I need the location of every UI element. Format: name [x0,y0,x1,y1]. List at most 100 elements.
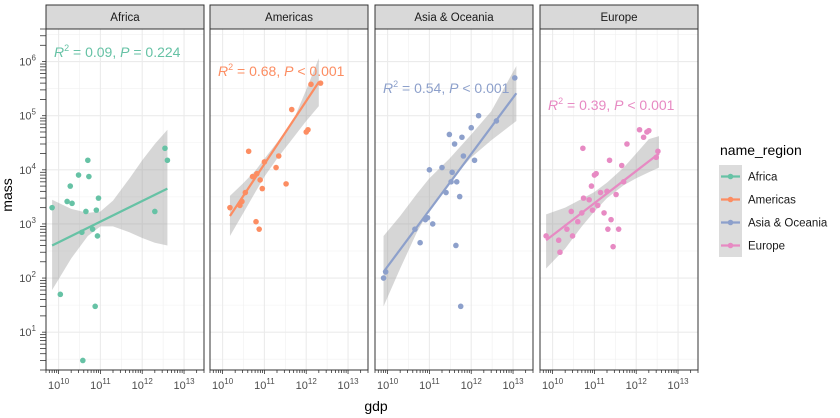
x-tick-label: 1010 [48,377,70,392]
legend-label: Asia & Oceania [748,218,828,230]
legend-label: Africa [748,172,778,184]
x-tick-label: 1011 [584,377,605,392]
x-axis-americas: 1010 1011 1012 1013 [209,370,369,392]
panel-africa: R2 = 0.09, P = 0.224 Africa [45,4,205,371]
data-point [459,134,465,141]
data-point [94,233,101,239]
data-point [449,169,455,176]
data-point [605,226,611,232]
data-point [448,179,454,185]
data-point [89,226,96,232]
data-point [85,157,91,164]
data-point [610,243,616,250]
facet-strip-label: Asia & Oceania [414,12,494,24]
x-tick-label: 1011 [254,377,275,392]
data-point [456,193,463,200]
legend: name_region Africa Americas Asia & Oceania… [719,142,828,257]
data-point [557,249,563,256]
data-point [164,157,171,164]
data-point [242,189,249,196]
stat-annotation-africa: R2 = 0.09, P = 0.224 [54,43,181,60]
data-point [604,188,610,195]
regression-line-africa [51,187,168,247]
x-tick-label: 1012 [626,377,648,392]
data-point [249,173,256,180]
y-tick-label: 102 [19,270,36,285]
legend-key-point [727,219,734,226]
data-point [417,239,423,246]
data-point [615,226,622,232]
data-point [653,154,659,161]
legend-item-asia-oceania: Asia & Oceania [719,211,828,234]
panel-background [540,29,698,370]
x-tick-label: 1013 [502,377,524,392]
data-point [275,153,282,159]
x-axis-asia-oceania: 1010 1011 1012 1013 [374,370,534,392]
panel-americas: R2 = 0.68, P < 0.001 Americas [209,4,369,371]
data-point [95,195,102,201]
data-point [624,141,630,147]
confidence-band-asia-oceania [383,65,517,307]
x-tick-label: 1011 [419,377,440,392]
stat-annotation-europe: R2 = 0.39, P < 0.001 [548,96,675,113]
data-point [57,291,64,298]
data-point [636,126,643,133]
data-point [257,177,263,183]
data-point [254,170,260,177]
x-tick-label: 1011 [90,377,111,392]
data-point [443,189,449,196]
panel-background [375,29,533,370]
legend-title: name_region [720,142,802,158]
legend-item-americas: Americas [719,188,796,211]
legend-key-point [727,173,734,180]
data-point [453,242,459,249]
data-point [253,218,259,225]
y-axis: 101 102 103 104 105 106 [19,28,46,371]
data-point [439,164,445,171]
data-point [451,141,458,147]
data-point [64,198,70,205]
x-axis-label: gdp [364,398,388,414]
facet-strip-label: Americas [265,12,313,24]
data-point [606,157,613,164]
panel-asia-oceania: R2 = 0.54, P < 0.001 Asia & Oceania [374,4,534,371]
data-point [227,204,233,211]
x-axis-europe: 1010 1011 1012 1013 [539,370,699,392]
data-point [608,216,614,223]
data-point [543,233,549,239]
gridlines [540,29,698,370]
data-point [382,269,389,275]
data-point [152,208,158,215]
data-point [93,207,100,213]
facet-strip-americas: Americas [209,4,369,30]
data-point [580,145,586,152]
data-point [83,208,89,215]
data-point [597,189,604,196]
x-axis-africa: 1010 1011 1012 1013 [45,370,205,392]
data-point [555,237,562,244]
facet-strip-asia-oceania: Asia & Oceania [374,4,534,30]
y-tick-label: 106 [19,54,36,69]
data-point [80,357,86,364]
data-point [239,198,245,205]
data-point [273,164,279,171]
data-point [589,207,596,213]
x-tick-label: 1013 [667,377,689,392]
data-point [245,148,252,155]
data-point [586,196,592,203]
data-point [283,181,289,187]
data-point [259,185,266,192]
y-tick-label: 103 [19,216,36,231]
data-point [67,183,74,189]
y-tick-label: 105 [19,108,36,123]
x-axes: 1010 1011 1012 1013 1010 1011 1012 1013 1010 1011… [45,370,699,392]
facet-panels: R2 = 0.09, P = 0.224 Africa R2 = 0.68, P <… [45,4,699,371]
data-point [579,210,585,216]
data-point [594,202,601,209]
y-axis-label: mass [0,178,15,211]
data-point [308,81,314,88]
data-point [493,118,500,124]
data-point [618,162,625,169]
data-point [646,127,652,134]
